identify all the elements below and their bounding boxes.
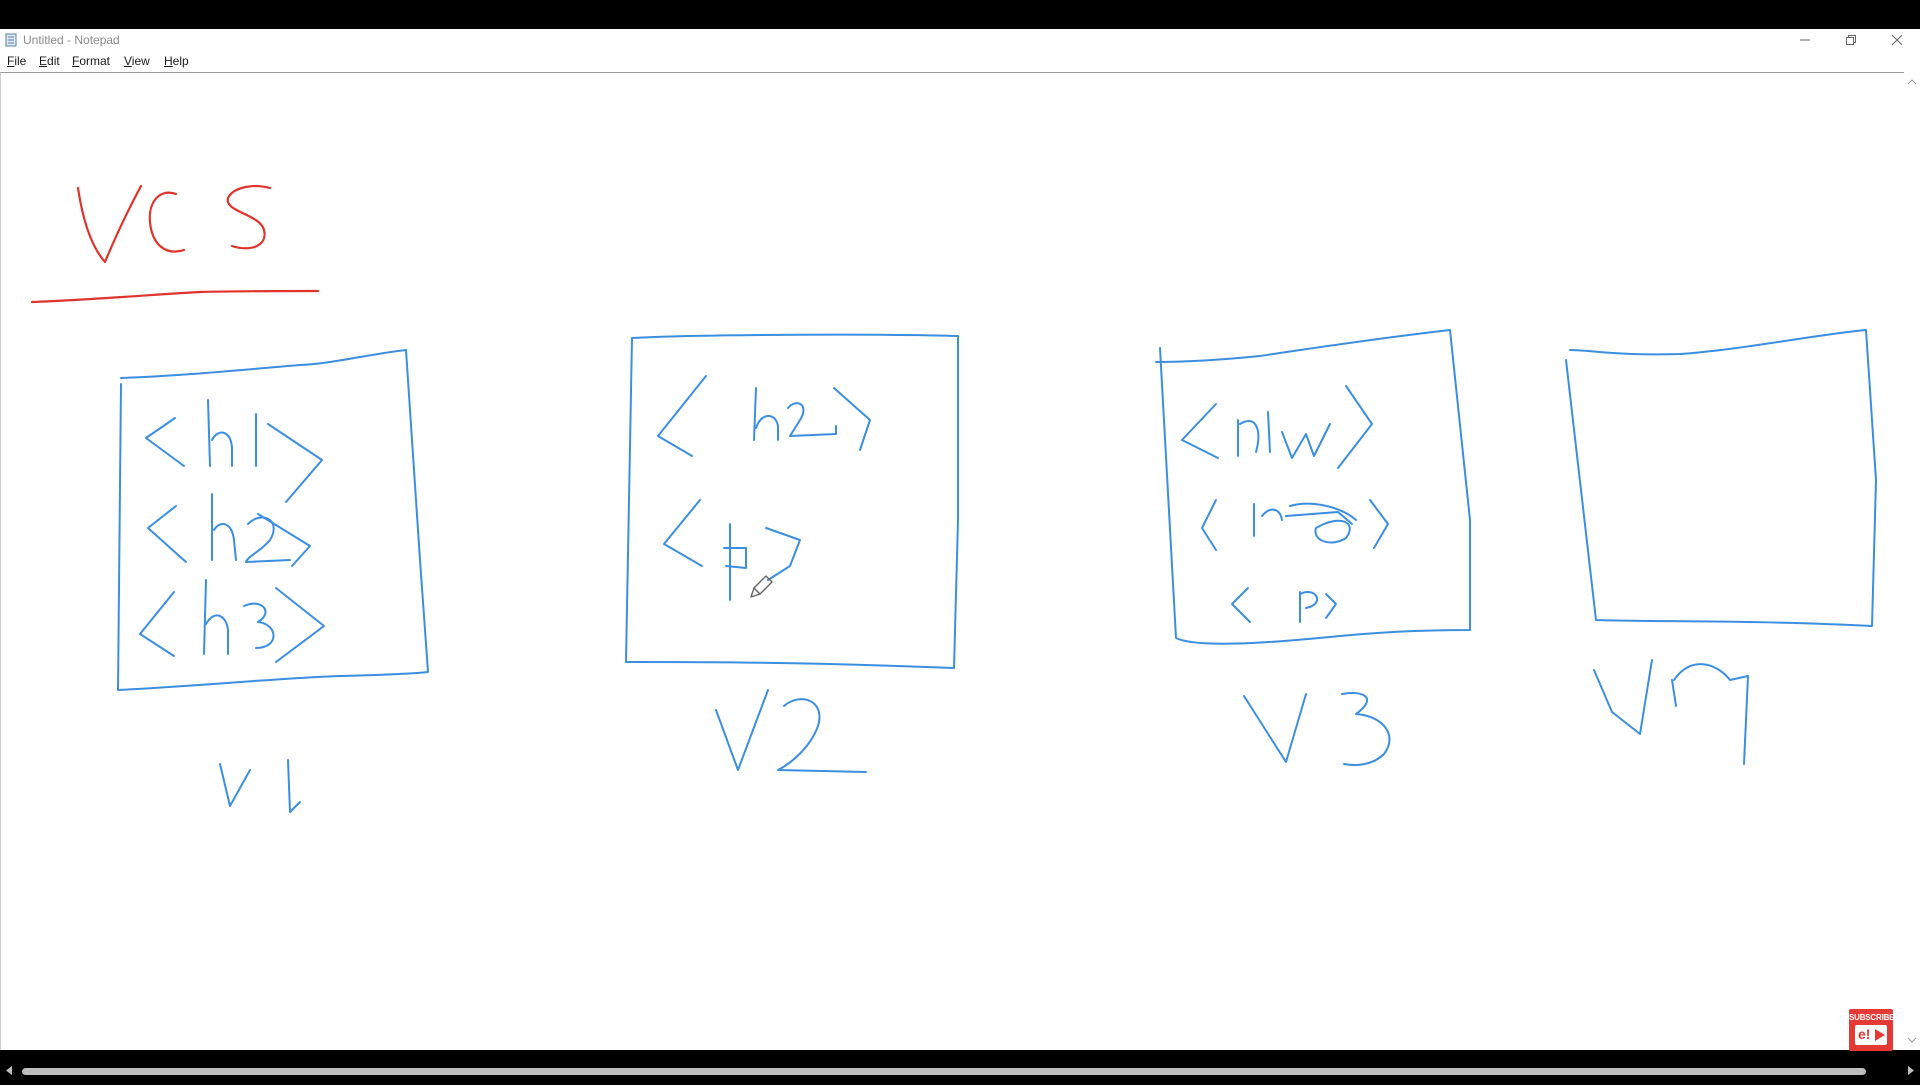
menu-edit[interactable]: Edit bbox=[39, 54, 60, 68]
close-button[interactable] bbox=[1874, 29, 1920, 51]
channel-logo-text: e! bbox=[1858, 1026, 1871, 1042]
play-icon bbox=[1875, 1029, 1885, 1041]
vcs-handwritten-heading bbox=[30, 184, 320, 304]
channel-logo: e! bbox=[1855, 1025, 1887, 1045]
restore-icon bbox=[1846, 35, 1856, 45]
scroll-left-right-icon bbox=[6, 1066, 1914, 1075]
minimize-icon bbox=[1800, 39, 1810, 41]
subscribe-badge[interactable]: SUBSCRIBE e! bbox=[1849, 1009, 1895, 1051]
notepad-icon bbox=[5, 33, 17, 47]
menu-bar: File Edit Format View Help bbox=[0, 51, 1920, 71]
window-title: Untitled - Notepad bbox=[23, 33, 120, 47]
scroll-arrows-icon bbox=[1907, 79, 1917, 1043]
menu-file[interactable]: File bbox=[7, 54, 27, 68]
screen-top-border bbox=[0, 0, 1920, 29]
version-diagrams bbox=[117, 329, 1877, 813]
vertical-scrollbar[interactable] bbox=[1904, 72, 1920, 1050]
screen-bottom-border bbox=[0, 1050, 1920, 1061]
restore-button[interactable] bbox=[1828, 29, 1874, 51]
text-editor-area[interactable] bbox=[0, 72, 1905, 1051]
menu-format[interactable]: Format bbox=[72, 54, 111, 68]
notepad-window: Untitled - Notepad File Edit Format View… bbox=[0, 29, 1920, 1051]
subscribe-label: SUBSCRIBE bbox=[1849, 1013, 1895, 1022]
close-icon bbox=[1892, 35, 1902, 45]
pen-cursor-icon bbox=[750, 575, 773, 598]
title-bar[interactable]: Untitled - Notepad bbox=[0, 29, 1920, 51]
minimize-button[interactable] bbox=[1782, 29, 1828, 51]
horizontal-scrollbar-thumb[interactable] bbox=[22, 1068, 1866, 1075]
menu-help[interactable]: Help bbox=[164, 54, 189, 68]
menu-view[interactable]: View bbox=[124, 54, 150, 68]
